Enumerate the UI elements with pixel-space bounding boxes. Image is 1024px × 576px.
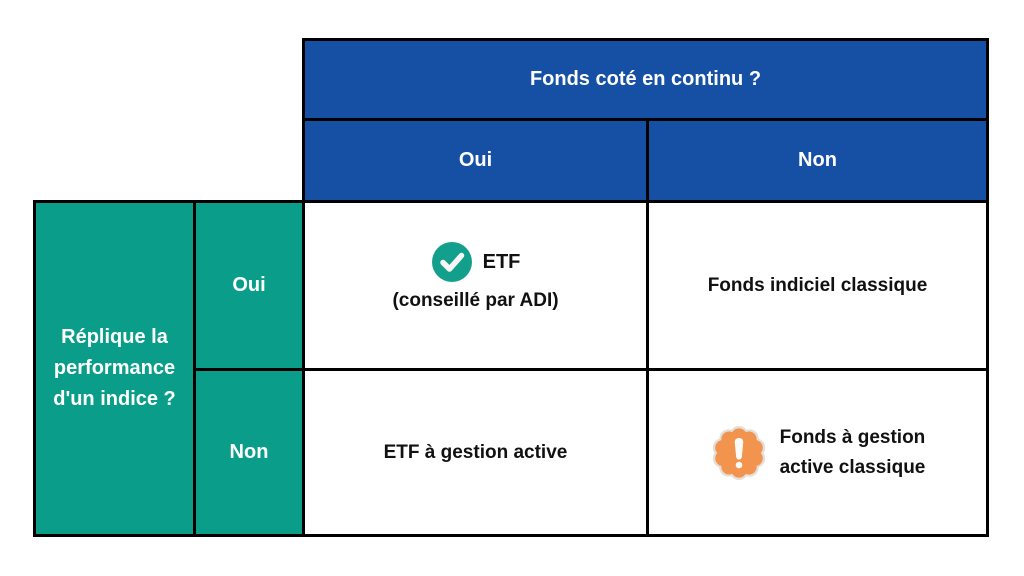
column-header-oui-label: Oui: [458, 149, 493, 171]
column-header-title-text: Fonds coté en continu ?: [529, 68, 762, 90]
cell-etf-line1: ETF: [431, 241, 521, 283]
cell-etf-content: ETF (conseillé par ADI): [392, 241, 559, 312]
row-header-oui-label: Oui: [232, 274, 266, 296]
row-header-title-line2: performance: [53, 357, 176, 379]
row-header-title-line3: d'un indice ?: [53, 388, 176, 410]
column-header-title: Fonds coté en continu ?: [302, 38, 989, 121]
warning-badge-icon: [710, 424, 768, 482]
cell-etf-subtitle: (conseillé par ADI): [392, 290, 559, 311]
row-header-title: Réplique la performance d'un indice ?: [33, 200, 196, 537]
column-header-non-label: Non: [798, 149, 837, 171]
cell-fonds-gestion-active-line2: active classique: [779, 456, 926, 478]
cell-fonds-indiciel-label: Fonds indiciel classique: [707, 274, 928, 296]
cell-fonds-indiciel: Fonds indiciel classique: [646, 200, 989, 371]
cell-etf-label: ETF: [482, 250, 521, 273]
cell-etf: ETF (conseillé par ADI): [302, 200, 649, 371]
row-header-oui: Oui: [193, 200, 305, 371]
cell-fonds-gestion-active: Fonds à gestion active classique: [646, 368, 989, 537]
cell-fonds-gestion-active-line1: Fonds à gestion: [779, 426, 926, 448]
check-circle-icon: [431, 241, 473, 283]
cell-fonds-gestion-active-content: Fonds à gestion active classique: [710, 423, 926, 483]
row-header-non: Non: [193, 368, 305, 537]
row-header-non-label: Non: [229, 441, 269, 463]
column-header-oui: Oui: [302, 118, 649, 203]
cell-fonds-gestion-active-label: Fonds à gestion active classique: [780, 423, 926, 483]
cell-etf-gestion-active-label: ETF à gestion active: [383, 441, 568, 463]
cell-etf-gestion-active: ETF à gestion active: [302, 368, 649, 537]
column-header-non: Non: [646, 118, 989, 203]
row-header-title-text: Réplique la performance d'un indice ?: [53, 322, 176, 415]
row-header-title-line1: Réplique la: [61, 326, 168, 348]
